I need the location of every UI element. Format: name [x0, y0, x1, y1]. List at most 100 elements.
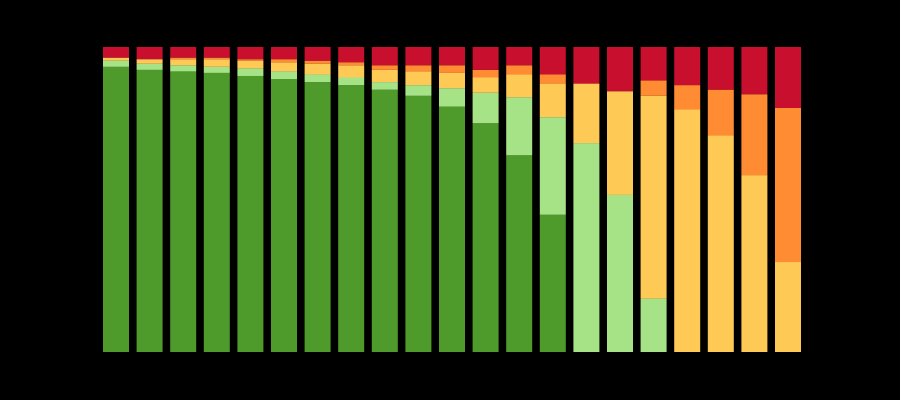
- bar-stack-9: [371, 47, 398, 352]
- bar-segment-7-4: [304, 60, 331, 64]
- bar-segment-7-2: [304, 74, 331, 83]
- bar-segment-11-5: [439, 47, 465, 66]
- bar-segment-21-3: [775, 262, 801, 352]
- bar-segment-4-1: [203, 72, 230, 353]
- bar-segment-8-3: [338, 65, 365, 78]
- bar-segment-17-3: [640, 95, 667, 299]
- bar-segment-18-3: [674, 109, 701, 353]
- bar-segment-6-4: [271, 59, 297, 63]
- bar-segment-11-4: [439, 65, 465, 73]
- bar-stack-20: [741, 47, 768, 352]
- bar-segment-19-5: [707, 47, 734, 90]
- bar-segment-7-5: [304, 47, 331, 61]
- bar-segment-1-5: [103, 47, 129, 58]
- bar-stack-2: [136, 47, 163, 353]
- bar-segment-4-5: [203, 47, 230, 58]
- bar-segment-5-5: [237, 47, 264, 60]
- bar-stack-19: [707, 47, 734, 352]
- bar-segment-18-5: [674, 47, 701, 86]
- bar-segment-13-2: [506, 97, 533, 156]
- bar-segment-12-2: [472, 92, 499, 124]
- bar-segment-12-4: [472, 69, 499, 78]
- bar-stack-13: [506, 47, 533, 352]
- bar-stack-7: [304, 47, 331, 352]
- bar-stack-18: [674, 47, 701, 353]
- bar-stack-6: [271, 47, 297, 353]
- bar-segment-14-3: [539, 83, 566, 118]
- bar-segment-10-5: [405, 47, 432, 66]
- bar-segment-2-2: [136, 63, 163, 70]
- bar-stack-21: [775, 47, 801, 352]
- bar-segment-19-4: [707, 89, 734, 136]
- bar-stack-5: [237, 47, 264, 352]
- bar-segment-3-3: [170, 59, 197, 66]
- bar-segment-16-2: [607, 194, 633, 352]
- bar-segment-20-4: [741, 94, 768, 176]
- bar-segment-11-2: [439, 88, 465, 107]
- bar-segment-13-3: [506, 74, 533, 98]
- bar-stack-1: [103, 47, 129, 352]
- bar-segment-11-3: [439, 72, 465, 89]
- bar-segment-15-3: [573, 83, 600, 144]
- bar-segment-10-4: [405, 65, 432, 72]
- bar-stack-8: [338, 47, 365, 353]
- bar-segment-2-1: [136, 69, 163, 353]
- bar-segment-5-3: [237, 60, 264, 69]
- bar-segment-3-1: [170, 71, 197, 353]
- bar-segment-17-5: [640, 47, 667, 81]
- bar-segment-1-1: [103, 66, 129, 352]
- bar-segment-10-2: [405, 85, 432, 96]
- bar-segment-5-2: [237, 68, 264, 76]
- bar-stack-4: [203, 47, 230, 353]
- bar-stack-12: [472, 47, 499, 352]
- bar-segment-5-4: [237, 59, 264, 61]
- bar-segment-13-1: [506, 155, 533, 352]
- bar-segment-4-3: [203, 59, 230, 67]
- bar-segment-8-2: [338, 77, 365, 86]
- bar-segment-11-1: [439, 106, 465, 352]
- bar-stack-16: [607, 47, 633, 352]
- bar-segment-12-5: [472, 47, 499, 70]
- bar-segment-6-5: [271, 47, 297, 60]
- bar-segment-19-3: [707, 135, 734, 352]
- bar-stack-3: [170, 47, 197, 353]
- bar-segment-16-3: [607, 91, 633, 195]
- bar-segment-15-5: [573, 47, 600, 84]
- bar-segment-4-4: [203, 57, 230, 60]
- bar-stack-15: [573, 47, 600, 352]
- bar-segment-9-4: [371, 65, 398, 70]
- bar-segment-7-3: [304, 63, 331, 75]
- bar-segment-7-1: [304, 82, 331, 352]
- bar-segment-2-5: [136, 47, 163, 60]
- bar-segment-13-4: [506, 65, 533, 75]
- bar-segment-12-1: [472, 123, 499, 352]
- bar-segment-9-5: [371, 47, 398, 66]
- bar-segment-14-5: [539, 47, 566, 75]
- bar-segment-3-2: [170, 65, 197, 72]
- bar-segment-5-1: [237, 75, 264, 352]
- bar-segment-17-4: [640, 80, 667, 96]
- bar-stack-17: [640, 47, 667, 353]
- bar-segment-20-5: [741, 47, 768, 95]
- bar-segment-12-3: [472, 77, 499, 93]
- bar-segment-3-5: [170, 47, 197, 58]
- bar-segment-14-4: [539, 74, 566, 84]
- bar-segment-10-1: [405, 95, 432, 353]
- bar-segment-17-2: [640, 298, 667, 353]
- bar-segment-14-2: [539, 117, 566, 215]
- bar-segment-8-5: [338, 47, 365, 63]
- bar-segment-6-3: [271, 62, 297, 72]
- bar-segment-16-5: [607, 47, 633, 92]
- bar-segment-21-4: [775, 108, 801, 263]
- bar-segment-10-3: [405, 71, 432, 86]
- bar-segment-18-4: [674, 85, 701, 110]
- bar-segment-4-2: [203, 66, 230, 73]
- bar-segment-1-2: [103, 60, 129, 67]
- bar-stack-11: [439, 47, 465, 352]
- bar-stack-10: [405, 47, 432, 353]
- bar-segment-2-3: [136, 59, 163, 64]
- bar-segment-6-1: [271, 79, 297, 353]
- bar-segment-13-5: [506, 47, 533, 66]
